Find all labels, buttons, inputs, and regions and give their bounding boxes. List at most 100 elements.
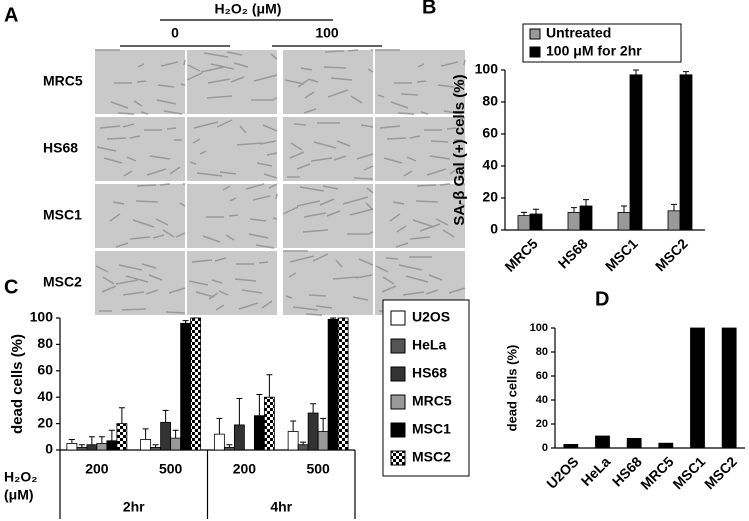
cell-texture <box>412 219 435 228</box>
bar <box>253 415 265 451</box>
cell-texture <box>210 63 235 70</box>
cell-texture <box>256 162 273 167</box>
cell-texture <box>428 274 443 281</box>
cell-texture <box>117 112 135 115</box>
bar <box>150 446 162 451</box>
cell-texture <box>330 77 353 81</box>
cell-texture <box>356 153 374 160</box>
micrograph <box>95 251 185 315</box>
cell-texture <box>115 279 139 285</box>
error-bar <box>256 394 263 416</box>
cell-texture <box>426 168 447 176</box>
micrograph <box>187 117 277 181</box>
cell-texture <box>123 170 133 177</box>
cell-texture <box>355 274 373 279</box>
error-bar <box>320 417 327 432</box>
header: H₂O₂ (μM) <box>215 1 282 17</box>
cell-texture <box>225 234 235 241</box>
cell-texture <box>258 261 269 264</box>
cell-texture <box>332 276 359 280</box>
cell-texture <box>136 184 157 187</box>
legend-label: HS68 <box>412 365 447 381</box>
cell-texture <box>377 94 385 98</box>
legend-swatch <box>529 28 541 40</box>
cell-texture <box>175 232 186 238</box>
cell-texture <box>238 302 259 310</box>
bar <box>579 205 593 231</box>
cell-texture <box>363 165 374 171</box>
cell-texture <box>160 61 179 67</box>
error-bar <box>521 211 527 216</box>
cell-texture <box>439 183 451 186</box>
cell-texture <box>324 50 345 53</box>
bar <box>213 433 225 451</box>
error-bar <box>68 438 75 444</box>
legend-label: MSC1 <box>412 421 451 437</box>
cell-texture <box>196 172 223 177</box>
cell-texture <box>292 306 319 311</box>
cell-texture <box>299 186 325 192</box>
cell-texture <box>446 127 457 130</box>
cell-texture <box>403 170 413 177</box>
cell-texture <box>215 304 225 311</box>
cell-texture <box>358 258 374 266</box>
x-tick-label: HeLa <box>578 453 614 489</box>
cell-texture <box>148 274 163 281</box>
cell-texture <box>135 200 159 203</box>
cell-texture <box>226 51 243 56</box>
cell-texture <box>129 135 141 139</box>
cell-texture <box>456 116 466 122</box>
cell-texture <box>268 183 278 189</box>
cell-texture <box>112 201 125 205</box>
bar <box>567 211 581 231</box>
cell-texture <box>398 264 423 271</box>
cell-texture <box>270 53 278 60</box>
cell-texture <box>417 63 425 68</box>
cell-texture <box>109 213 121 222</box>
cell-texture <box>429 155 451 160</box>
cell-texture <box>443 110 463 115</box>
legend-swatch <box>390 310 406 326</box>
cell-texture <box>202 235 221 243</box>
cell-texture <box>163 110 183 115</box>
cell-texture <box>165 311 186 314</box>
x-axis-label: H₂O₂ <box>4 469 37 485</box>
bar <box>337 317 349 451</box>
cell-texture <box>157 84 175 88</box>
cell-texture <box>214 257 227 262</box>
cell-texture <box>448 287 466 294</box>
bar <box>233 424 245 451</box>
cell-texture <box>252 195 271 201</box>
cell-texture <box>442 229 455 238</box>
y-tick-label: 80 <box>37 335 53 351</box>
legend-swatch <box>390 422 406 438</box>
cell-texture <box>168 287 186 294</box>
legend-box <box>382 299 470 477</box>
bar <box>76 446 88 451</box>
cell-texture <box>382 276 395 285</box>
cell-texture <box>192 138 201 144</box>
error-bar <box>98 436 105 444</box>
cell-texture <box>425 289 439 295</box>
error-bar <box>172 429 179 439</box>
panel-label: C <box>4 276 18 298</box>
cell-texture <box>245 183 265 190</box>
bar <box>140 439 152 451</box>
cell-texture <box>249 218 267 222</box>
cell-texture <box>195 291 215 298</box>
cell-texture <box>129 236 151 240</box>
cell-texture <box>152 234 165 239</box>
cell-texture <box>187 64 201 72</box>
cell-texture <box>350 95 363 104</box>
cell-texture <box>435 218 449 226</box>
error-bar <box>671 203 677 211</box>
y-tick-label: 0 <box>542 442 548 454</box>
error-bar <box>236 398 243 425</box>
cell-texture <box>381 285 397 293</box>
legend-swatch <box>390 338 406 354</box>
bar <box>66 442 78 451</box>
y-tick-label: 100 <box>530 322 548 334</box>
bar <box>517 215 531 231</box>
cell-texture <box>395 242 409 248</box>
